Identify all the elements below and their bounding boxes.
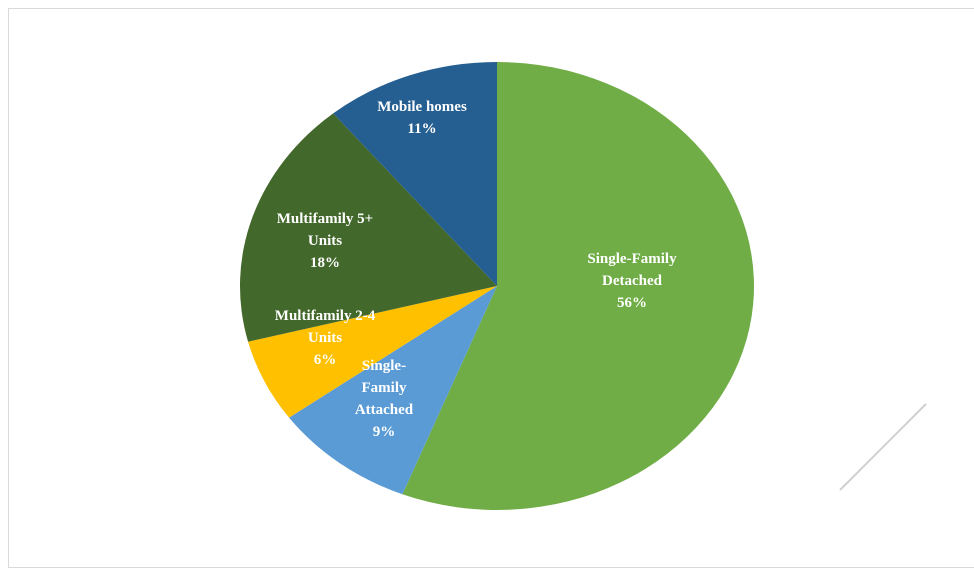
slice-category-label: Detached xyxy=(602,273,663,289)
decorative-line xyxy=(839,403,927,491)
slice-category-label: Family xyxy=(362,380,407,396)
slice-value-label: 11% xyxy=(407,121,436,137)
slice-value-label: 18% xyxy=(310,255,340,271)
slice-value-label: 6% xyxy=(314,352,337,368)
pie-slice xyxy=(402,62,754,510)
slice-category-label: Mobile homes xyxy=(377,99,467,115)
slice-category-label: Multifamily 2-4 xyxy=(275,308,376,324)
slice-category-label: Attached xyxy=(355,402,414,418)
slice-value-label: 56% xyxy=(617,295,647,311)
slice-category-label: Single- xyxy=(362,358,406,374)
pie-slice xyxy=(248,286,497,418)
pie-slice xyxy=(239,113,498,342)
slice-category-label: Units xyxy=(308,330,342,346)
slice-category-label: Units xyxy=(308,233,342,249)
slice-category-label: Single-Family xyxy=(587,251,677,267)
pie-labels: Single-FamilyDetached56%Single-FamilyAtt… xyxy=(275,99,677,440)
pie-slice xyxy=(333,62,497,286)
slice-category-label: Multifamily 5+ xyxy=(277,211,373,227)
slice-value-label: 9% xyxy=(373,424,396,440)
pie-slice xyxy=(289,286,497,495)
pie-slices xyxy=(239,62,754,510)
